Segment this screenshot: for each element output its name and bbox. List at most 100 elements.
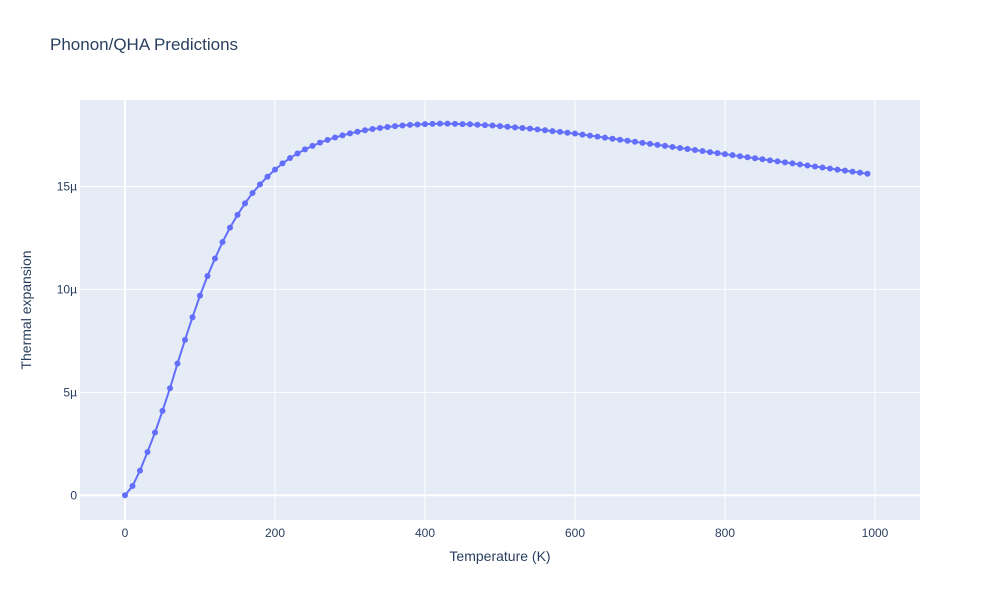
data-point[interactable] xyxy=(414,121,421,128)
data-point[interactable] xyxy=(812,163,818,170)
data-point[interactable] xyxy=(864,170,871,177)
data-point[interactable] xyxy=(842,167,848,174)
data-point[interactable] xyxy=(302,146,308,153)
data-point[interactable] xyxy=(857,169,863,176)
data-point[interactable] xyxy=(309,142,316,149)
data-point[interactable] xyxy=(384,123,391,130)
data-point[interactable] xyxy=(212,255,218,262)
data-point[interactable] xyxy=(429,120,436,127)
data-point[interactable] xyxy=(452,120,458,127)
data-point[interactable] xyxy=(144,449,151,456)
data-point[interactable] xyxy=(782,159,788,166)
data-point[interactable] xyxy=(752,155,758,162)
data-point[interactable] xyxy=(804,162,811,169)
data-point[interactable] xyxy=(714,150,721,157)
data-point[interactable] xyxy=(317,139,323,146)
data-point[interactable] xyxy=(467,121,473,128)
data-point[interactable] xyxy=(579,131,586,138)
data-point[interactable] xyxy=(392,123,398,130)
data-point[interactable] xyxy=(677,144,683,151)
data-point[interactable] xyxy=(152,429,158,436)
data-point[interactable] xyxy=(534,126,541,133)
data-point[interactable] xyxy=(422,121,428,128)
data-point[interactable] xyxy=(504,123,511,130)
data-point[interactable] xyxy=(654,141,661,148)
data-point[interactable] xyxy=(632,138,638,145)
data-point[interactable] xyxy=(834,166,841,173)
data-point[interactable] xyxy=(564,129,571,136)
data-point[interactable] xyxy=(474,121,481,128)
data-point[interactable] xyxy=(362,127,368,134)
data-point[interactable] xyxy=(264,173,271,180)
data-point[interactable] xyxy=(227,224,233,231)
data-point[interactable] xyxy=(699,148,706,155)
data-point[interactable] xyxy=(437,120,443,127)
data-point[interactable] xyxy=(294,150,301,157)
plot-area[interactable] xyxy=(80,100,920,520)
data-point[interactable] xyxy=(797,161,803,168)
data-point[interactable] xyxy=(249,190,256,197)
data-point[interactable] xyxy=(257,181,263,188)
data-point[interactable] xyxy=(587,132,593,139)
data-point[interactable] xyxy=(729,152,736,159)
data-point[interactable] xyxy=(204,273,211,280)
data-point[interactable] xyxy=(182,336,188,343)
data-point[interactable] xyxy=(722,151,728,158)
data-point[interactable] xyxy=(167,385,173,392)
data-point[interactable] xyxy=(219,239,226,246)
data-point[interactable] xyxy=(774,158,781,165)
data-point[interactable] xyxy=(189,314,196,321)
data-point[interactable] xyxy=(692,147,698,154)
data-point[interactable] xyxy=(737,153,743,160)
data-point[interactable] xyxy=(272,166,278,173)
data-point[interactable] xyxy=(497,123,503,130)
data-point[interactable] xyxy=(137,467,143,474)
data-point[interactable] xyxy=(707,149,713,156)
data-point[interactable] xyxy=(572,130,578,137)
data-point[interactable] xyxy=(542,127,548,134)
data-point[interactable] xyxy=(197,292,203,299)
data-point[interactable] xyxy=(557,128,563,135)
data-point[interactable] xyxy=(407,121,413,128)
data-point[interactable] xyxy=(482,122,488,129)
data-point[interactable] xyxy=(549,128,556,135)
data-point[interactable] xyxy=(399,122,406,129)
data-point[interactable] xyxy=(174,360,181,367)
data-point[interactable] xyxy=(489,122,496,129)
data-point[interactable] xyxy=(527,125,533,132)
data-point[interactable] xyxy=(332,134,338,141)
data-point[interactable] xyxy=(789,160,796,167)
data-point[interactable] xyxy=(369,126,376,133)
data-point[interactable] xyxy=(129,483,136,490)
data-point[interactable] xyxy=(377,125,383,131)
data-point[interactable] xyxy=(287,155,293,162)
data-point[interactable] xyxy=(744,154,751,161)
data-point[interactable] xyxy=(594,133,601,140)
data-point[interactable] xyxy=(662,142,668,149)
data-point[interactable] xyxy=(354,128,361,135)
data-point[interactable] xyxy=(339,132,346,139)
data-point[interactable] xyxy=(122,492,128,499)
data-point[interactable] xyxy=(647,140,653,147)
data-point[interactable] xyxy=(624,137,631,144)
data-point[interactable] xyxy=(159,407,166,414)
data-point[interactable] xyxy=(242,200,248,207)
data-point[interactable] xyxy=(279,160,286,167)
data-point[interactable] xyxy=(819,164,826,171)
data-point[interactable] xyxy=(849,168,856,175)
data-point[interactable] xyxy=(639,139,646,146)
data-point[interactable] xyxy=(324,136,331,143)
data-point[interactable] xyxy=(459,121,466,128)
data-point[interactable] xyxy=(767,157,773,164)
data-point[interactable] xyxy=(519,125,526,131)
data-point[interactable] xyxy=(617,136,623,143)
data-point[interactable] xyxy=(512,124,518,131)
data-point[interactable] xyxy=(234,211,241,218)
data-point[interactable] xyxy=(759,156,766,163)
data-point[interactable] xyxy=(602,134,608,141)
data-point[interactable] xyxy=(444,120,451,127)
data-point[interactable] xyxy=(609,135,616,142)
data-point[interactable] xyxy=(669,143,676,150)
data-point[interactable] xyxy=(684,146,691,152)
data-point[interactable] xyxy=(827,165,833,172)
